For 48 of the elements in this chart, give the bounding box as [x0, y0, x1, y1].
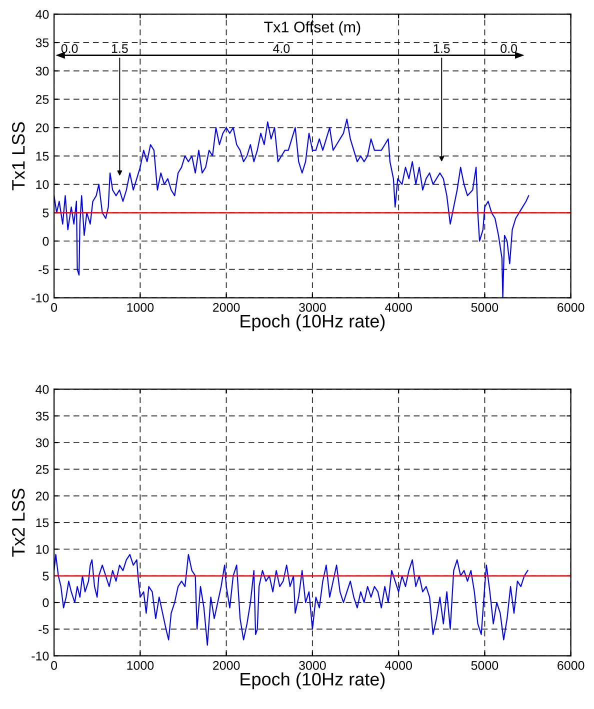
- x-tick-label: 0: [51, 661, 58, 670]
- x-tick-label: 4000: [384, 661, 412, 670]
- x-tick-label: 3000: [299, 302, 326, 312]
- x-tick-label: 6000: [558, 661, 584, 670]
- y-tick-label: 25: [36, 465, 49, 474]
- y-tick-label: 5: [42, 572, 49, 580]
- y-tick-label: 40: [36, 10, 49, 19]
- y-tick-label: 40: [36, 385, 49, 394]
- annotation: 4.0: [273, 44, 290, 53]
- y-tick-label: 5: [42, 208, 49, 218]
- y-tick-label: 35: [36, 38, 49, 48]
- y-tick-label: 25: [36, 95, 49, 104]
- y-tick-label: -10: [32, 652, 49, 660]
- y-tick-label: 10: [36, 180, 49, 189]
- y-tick-label: 35: [36, 412, 49, 421]
- x-axis-title: Epoch (10Hz rate): [240, 314, 385, 332]
- x-tick-label: 0: [51, 302, 58, 312]
- y-tick-label: -5: [38, 265, 49, 274]
- annotation: Tx1 Offset (m): [264, 21, 360, 36]
- y-tick-label: 15: [36, 518, 49, 528]
- x-tick-label: 2000: [213, 661, 240, 670]
- y-tick-label: 0: [42, 236, 49, 246]
- y-tick-label: -10: [32, 294, 49, 302]
- line-series: [54, 118, 530, 298]
- x-tick-label: 2000: [213, 302, 240, 312]
- x-tick-label: 1000: [127, 302, 154, 312]
- y-tick-label: 15: [36, 152, 49, 161]
- y-axis-title: Tx1 LSS: [12, 122, 25, 190]
- y-axis-title: Tx2 LSS: [12, 488, 25, 557]
- line-series: [54, 554, 528, 646]
- annotation: 1.5: [112, 44, 128, 53]
- x-tick-label: 6000: [558, 302, 584, 312]
- y-tick-label: 30: [36, 438, 49, 448]
- x-tick-label: 5000: [471, 302, 498, 312]
- x-tick-label: 4000: [384, 302, 412, 312]
- y-tick-label: 20: [36, 492, 49, 501]
- x-axis-title: Epoch (10Hz rate): [240, 672, 385, 690]
- annotation: 0.0: [61, 44, 78, 53]
- y-tick-label: 20: [36, 123, 49, 132]
- x-tick-label: 5000: [471, 661, 498, 670]
- y-tick-label: -5: [38, 625, 49, 634]
- annotation: 1.5: [434, 44, 450, 53]
- y-tick-label: 30: [36, 66, 49, 76]
- y-tick-label: 0: [42, 598, 49, 608]
- annotation: 0.0: [500, 44, 518, 53]
- x-tick-label: 3000: [299, 661, 326, 670]
- x-tick-label: 1000: [127, 661, 154, 670]
- y-tick-label: 10: [36, 544, 49, 554]
